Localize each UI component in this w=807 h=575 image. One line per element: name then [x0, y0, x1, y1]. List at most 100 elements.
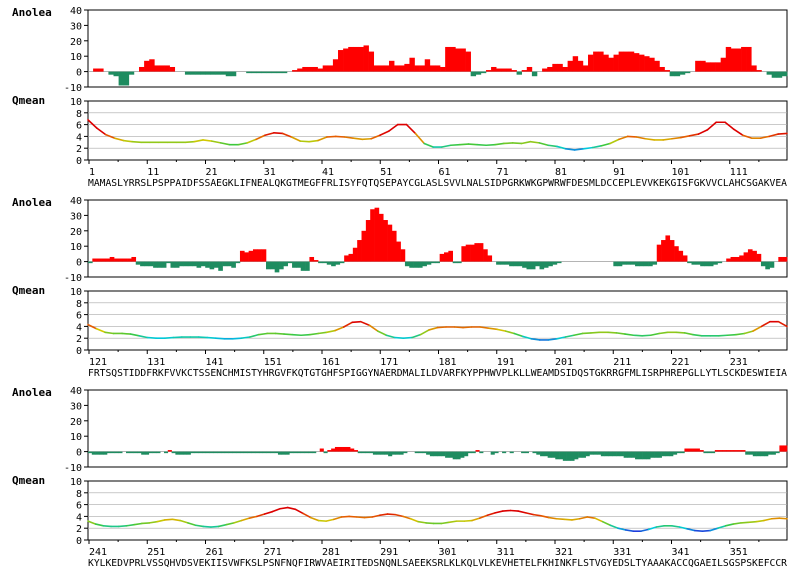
- residue-number: 351: [730, 547, 748, 558]
- qmean-line-segment: [386, 513, 397, 516]
- anolea-bar: [184, 71, 191, 75]
- anolea-bar: [281, 71, 288, 74]
- anolea-bar: [105, 258, 111, 262]
- qmean-line-segment: [394, 513, 404, 518]
- anolea-bar: [368, 51, 375, 72]
- anolea-bar: [144, 60, 150, 72]
- anolea-bar: [376, 451, 381, 455]
- anolea-bar: [422, 261, 427, 267]
- qmean-line-segment: [735, 332, 746, 336]
- qmean-line-segment: [726, 333, 737, 337]
- anolea-bar: [383, 65, 390, 72]
- qmean-line-segment: [632, 334, 643, 337]
- qmean-line-segment: [540, 515, 550, 519]
- qmean-line-segment: [778, 517, 788, 520]
- residue-number: 151: [264, 357, 282, 368]
- anolea-bar: [608, 57, 614, 72]
- anolea-bar: [444, 252, 449, 262]
- qmean-line-segment: [509, 509, 519, 512]
- anolea-bar: [113, 71, 119, 77]
- anolea-bar: [741, 450, 746, 452]
- qmean-line-segment: [556, 145, 567, 150]
- qmean-line-segment: [649, 332, 660, 337]
- anolea-bar: [243, 451, 248, 454]
- qmean-line-segment: [202, 525, 212, 528]
- anolea-bar: [309, 256, 315, 262]
- qmean-line-segment: [140, 522, 151, 525]
- anolea-tick-label: 40: [70, 6, 82, 17]
- anolea-bar: [475, 450, 480, 452]
- anolea-tick-label: 0: [76, 448, 82, 459]
- residue-number: 251: [147, 547, 165, 558]
- anolea-bar: [779, 445, 784, 452]
- anolea-bar: [434, 65, 441, 72]
- qmean-line-segment: [609, 524, 619, 530]
- qmean-line-segment: [423, 142, 434, 148]
- qmean-line-segment: [517, 510, 527, 514]
- anolea-bar: [673, 451, 678, 455]
- qmean-tick-label: 0: [76, 536, 82, 547]
- anolea-bar: [153, 261, 158, 268]
- anolea-bar: [699, 450, 704, 452]
- anolea-bar: [460, 451, 465, 458]
- anolea-bar: [769, 261, 775, 268]
- anolea-bar: [540, 451, 545, 457]
- anolea-bar: [555, 451, 560, 460]
- anolea-bar: [711, 451, 716, 454]
- anolea-bar: [760, 261, 766, 267]
- anolea-bar: [95, 451, 100, 455]
- anolea-bar: [396, 241, 401, 262]
- anolea-bar: [187, 261, 193, 267]
- qmean-line-segment: [501, 509, 512, 512]
- anolea-bar: [88, 261, 93, 264]
- anolea-bar: [248, 250, 254, 262]
- anolea-bar: [474, 243, 480, 262]
- qmean-line-segment: [449, 143, 461, 147]
- anolea-bar: [342, 446, 347, 452]
- anolea-bar: [485, 70, 492, 72]
- anolea-bar: [98, 68, 104, 72]
- qmean-line-segment: [257, 332, 268, 336]
- qmean-line-segment: [94, 523, 105, 527]
- qmean-line-segment: [717, 334, 729, 337]
- qmean-line-segment: [325, 329, 337, 334]
- anolea-bar: [674, 246, 679, 262]
- anolea-bar: [687, 261, 692, 264]
- qmean-line-segment: [405, 123, 417, 135]
- qmean-line-segment: [348, 515, 358, 518]
- anolea-bar: [630, 261, 636, 265]
- qmean-line-segment: [760, 320, 771, 328]
- qmean-line-segment: [232, 337, 243, 340]
- qmean-line-segment: [211, 140, 222, 144]
- anolea-bar: [710, 62, 716, 72]
- qmean-line-segment: [402, 515, 412, 520]
- anolea-bar: [161, 261, 167, 268]
- anolea-bar: [363, 45, 369, 72]
- residue-number: 231: [730, 357, 748, 368]
- qmean-line-segment: [573, 332, 584, 337]
- anolea-bar: [543, 451, 548, 457]
- qmean-tick-label: 0: [76, 346, 82, 357]
- anolea-bar: [567, 60, 574, 72]
- anolea-bar: [745, 451, 750, 455]
- qmean-line-segment: [210, 525, 220, 528]
- qmean-line-segment: [428, 326, 439, 331]
- qmean-line-segment: [532, 513, 543, 517]
- anolea-bar: [593, 451, 598, 455]
- anolea-bar: [139, 66, 145, 72]
- anolea-bar: [648, 261, 653, 267]
- anolea-bar: [531, 71, 538, 77]
- residue-number: 291: [380, 547, 398, 558]
- anolea-bar: [106, 451, 112, 454]
- anolea-bar: [642, 451, 647, 460]
- anolea-bar: [470, 244, 475, 262]
- anolea-bar: [441, 451, 446, 457]
- anolea-bar: [276, 71, 283, 74]
- anolea-bar: [517, 261, 523, 267]
- anolea-bar: [627, 451, 632, 458]
- anolea-bar: [343, 48, 349, 72]
- qmean-line-segment: [225, 522, 235, 526]
- anolea-bar: [258, 451, 264, 454]
- anolea-bar: [465, 244, 471, 262]
- anolea-bar: [92, 258, 97, 262]
